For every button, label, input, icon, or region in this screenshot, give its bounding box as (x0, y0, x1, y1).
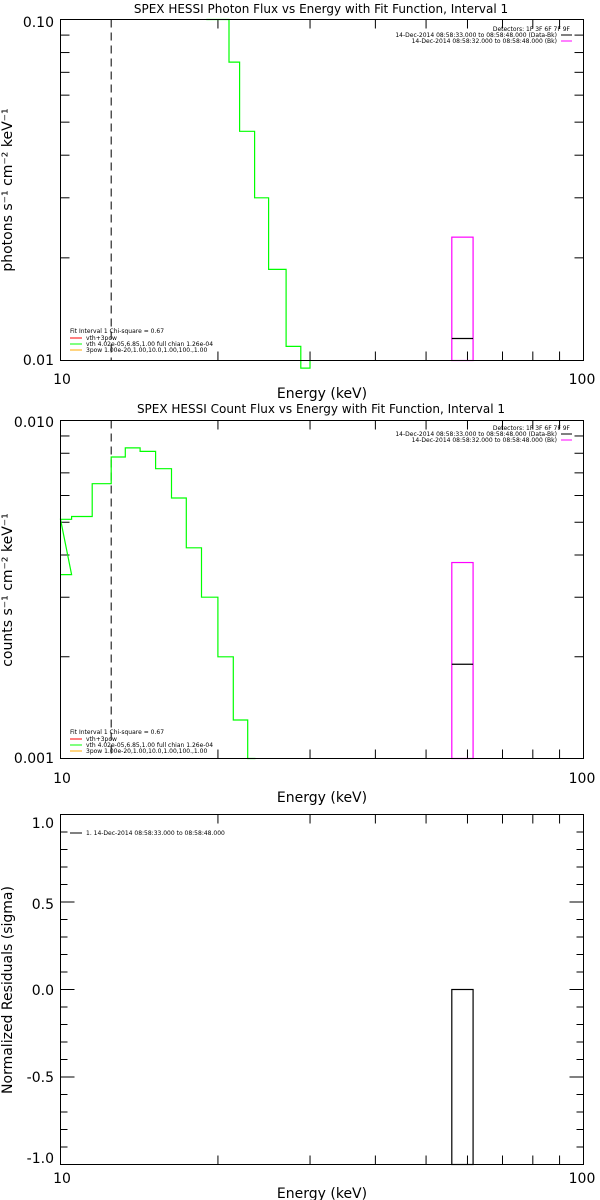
panel-3-legend-interval: 1. 14-Dec-2014 08:58:33.000 to 08:58:48.… (86, 830, 225, 837)
panel-1-ytick-label-top: 0.10 (23, 15, 54, 31)
panel-2-x-axis-label: Energy (keV) (277, 790, 367, 806)
panel-1-plot-area (60, 18, 584, 369)
model-step-line (59, 447, 256, 760)
panel-1-frame (60, 19, 584, 361)
panel-1-legend-bk: 14-Dec-2014 08:58:32.000 to 08:58:48.000… (412, 38, 557, 45)
panel-2-legend-bk: 14-Dec-2014 08:58:32.000 to 08:58:48.000… (412, 437, 557, 444)
panel-3-x-axis-label: Energy (keV) (277, 1186, 367, 1200)
panel-1-legend-top-right: Detectors: 1F 3F 6F 7F 9F 14-Dec-2014 08… (395, 26, 572, 45)
panel-2-xtick-label-100: 100 (569, 771, 596, 787)
panel-2-legend-top-right: Detectors: 1F 3F 6F 7F 9F 14-Dec-2014 08… (395, 425, 572, 444)
panel-2-legend-detectors: Detectors: 1F 3F 6F 7F 9F (493, 425, 571, 432)
panel-3-plot-area (60, 814, 584, 1166)
panel-1-legend-3pow-params: 3pow 1.00e-20,1.00,10.0,1.00,100.,1.00 (86, 347, 207, 354)
panel-3-ytick-label-1-0: 1.0 (32, 816, 54, 832)
panel-1-legend-fit: Fit Interval 1 Chi-square = 0.67 vth+3po… (70, 328, 213, 354)
panel-2-legend-fit-interval: Fit Interval 1 Chi-square = 0.67 (70, 729, 164, 736)
panel-3-frame (60, 814, 584, 1165)
data-bin-box (451, 561, 474, 760)
model-step-line (206, 18, 311, 369)
panel-3-ytick-label-neg-0-5: -0.5 (27, 1070, 54, 1086)
panel-photon-flux: SPEX HESSI Photon Flux vs Energy with Fi… (0, 2, 595, 402)
panel-2-legend-fit: Fit Interval 1 Chi-square = 0.67 vth+3po… (70, 729, 213, 755)
panel-1-xtick-label-10: 10 (53, 372, 71, 388)
panel-2-legend-vth-params: vth 4.02e-05,6.85,1.00 full chian 1.26e-… (86, 742, 213, 749)
panel-count-flux: SPEX HESSI Count Flux vs Energy with Fit… (0, 402, 595, 806)
panel-residuals: 1.0 0.5 0.0 -0.5 -1.0 10 100 Energy (keV… (0, 814, 596, 1200)
panel-2-y-axis-label: counts s⁻¹ cm⁻² keV⁻¹ (0, 513, 16, 667)
panel-2-xtick-label-10: 10 (53, 771, 71, 787)
panel-1-legend-fit-function: vth+3pow (86, 335, 117, 342)
panel-3-xtick-label-100: 100 (569, 1171, 596, 1187)
panel-3-xtick-label-10: 10 (53, 1171, 71, 1187)
panel-3-ytick-label-0-0: 0.0 (32, 983, 54, 999)
panel-1-x-axis-label: Energy (keV) (277, 386, 367, 402)
panel-2-plot-area (59, 420, 584, 760)
panel-1-legend-data-bk: 14-Dec-2014 08:58:33.000 to 08:58:48.000… (395, 32, 557, 39)
panel-3-legend: 1. 14-Dec-2014 08:58:33.000 to 08:58:48.… (70, 830, 225, 837)
panel-3-ytick-label-neg-1-0: -1.0 (27, 1151, 54, 1167)
panel-2-title: SPEX HESSI Count Flux vs Energy with Fit… (137, 402, 505, 416)
panel-2-ytick-label-top: 0.010 (14, 415, 54, 431)
data-bin-box (451, 988, 474, 1166)
panel-2-legend-fit-function: vth+3pow (86, 736, 117, 743)
panel-1-y-axis-label: photons s⁻¹ cm⁻² keV⁻¹ (0, 108, 16, 271)
panel-1-ytick-label-bottom: 0.01 (23, 353, 54, 369)
data-bin-box (451, 236, 474, 362)
panel-1-title: SPEX HESSI Photon Flux vs Energy with Fi… (134, 2, 508, 16)
panel-3-ytick-label-0-5: 0.5 (32, 897, 54, 913)
panel-2-frame (60, 420, 584, 759)
panel-1-legend-vth-params: vth 4.02e-05,6.85,1.00 full chian 1.26e-… (86, 341, 213, 348)
panel-1-legend-detectors: Detectors: 1F 3F 6F 7F 9F (493, 26, 571, 33)
panel-1-xtick-label-100: 100 (569, 372, 596, 388)
panel-3-y-axis-label: Normalized Residuals (sigma) (0, 886, 16, 1094)
panel-2-ytick-label-bottom: 0.001 (14, 751, 54, 767)
panel-1-legend-fit-interval: Fit Interval 1 Chi-square = 0.67 (70, 328, 164, 335)
panel-2-legend-data-bk: 14-Dec-2014 08:58:33.000 to 08:58:48.000… (395, 431, 557, 438)
panel-2-legend-3pow-params: 3pow 1.00e-20,1.00,10.0,1.00,100.,1.00 (86, 748, 207, 755)
